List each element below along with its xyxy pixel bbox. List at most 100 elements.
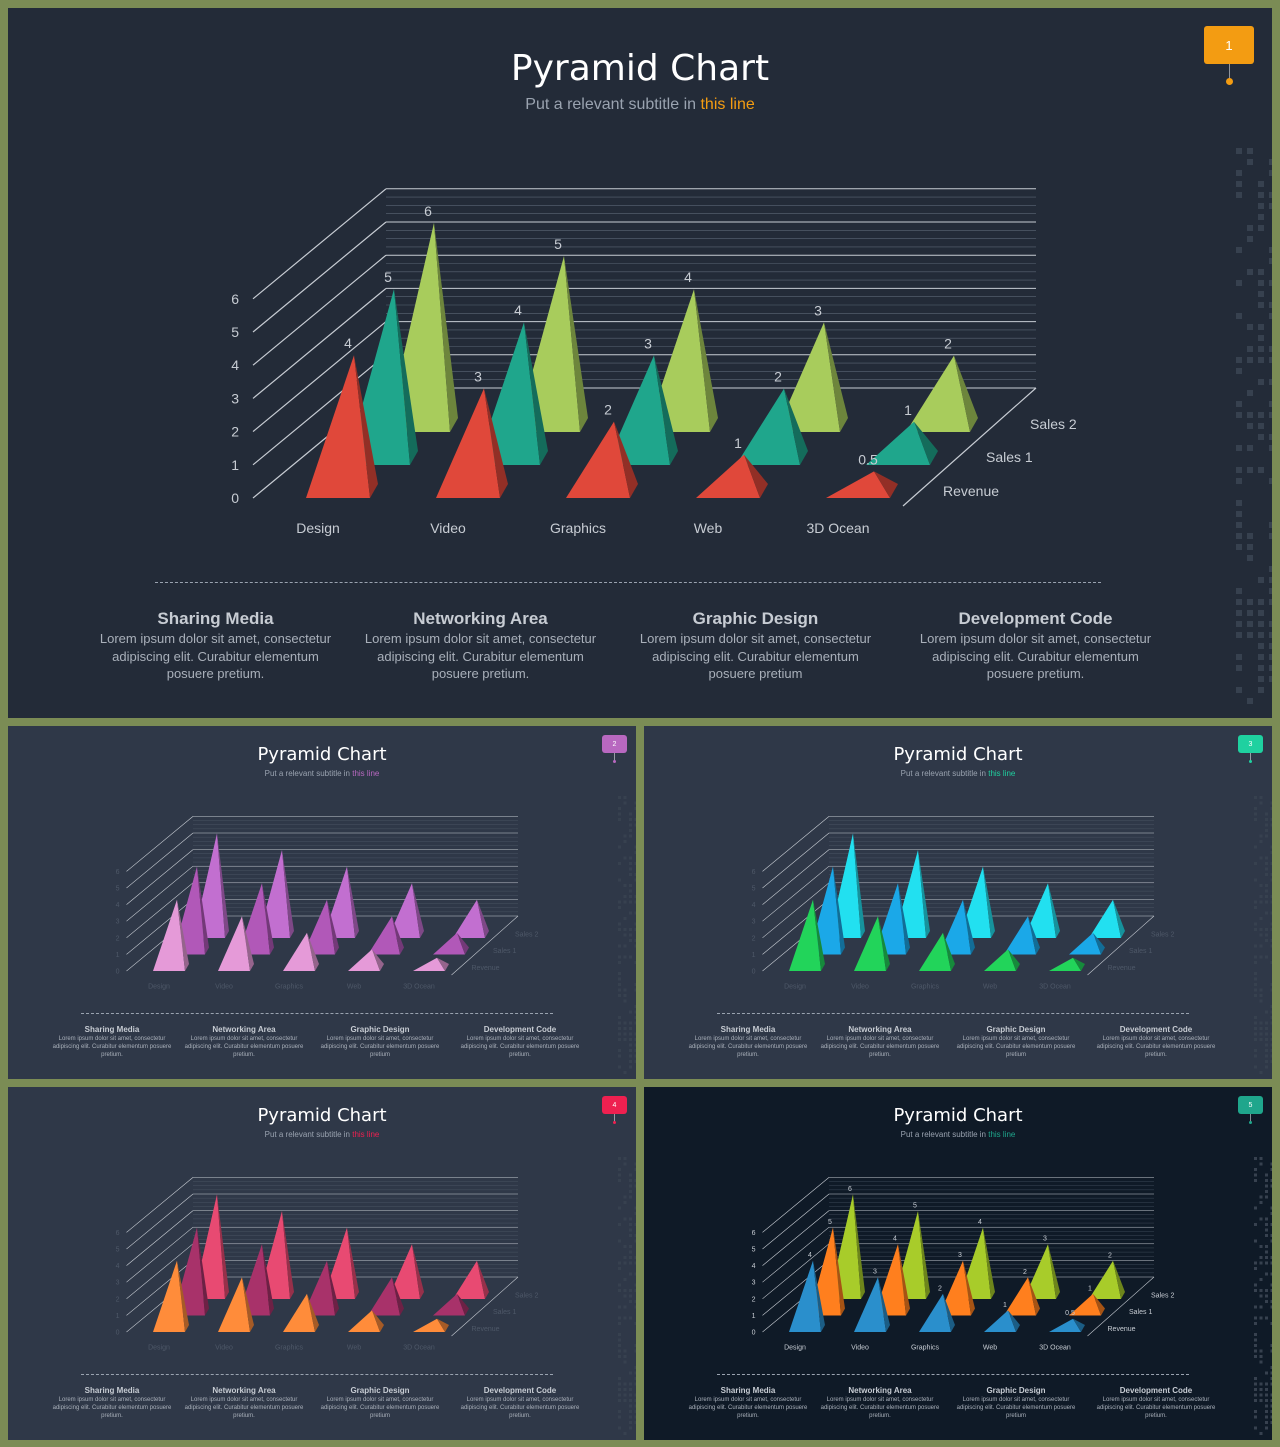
dot [1259,1245,1263,1248]
dot [634,988,636,992]
dot [1270,1410,1272,1413]
dot [1236,544,1242,550]
slide-2[interactable]: Pyramid Chart Put a relevant subtitle in… [8,726,636,1079]
pyramid-side [853,1194,865,1299]
pyramid-bar [939,1260,975,1316]
dot [1265,933,1268,937]
dot [618,1410,621,1413]
pyramid-chart: 0 1 2 3 4 5 6 Design Video Graphics Web 3D Ocean Rev… [752,816,1174,991]
dot [623,1021,627,1025]
decorative-dots [1254,796,1272,1074]
dot [1265,1410,1268,1413]
pyramid-bar [283,1293,319,1332]
dot [1258,610,1264,616]
data-label: 1 [1003,1302,1007,1309]
description-text: Lorem ipsum dolor sit amet, consectetur … [320,1397,440,1419]
pyramid-bar [826,471,898,498]
x-tick-label: Video [851,984,869,991]
chart-grid [762,1177,1155,1337]
pyramid-bar [413,1318,449,1332]
dot [1269,522,1272,528]
dot [623,1388,627,1391]
pyramid-side [1028,916,1040,955]
dot [634,1184,636,1188]
dot [1258,225,1264,231]
slide-5[interactable]: Pyramid Chart Put a relevant subtitle in… [644,1087,1272,1440]
dot [634,1256,636,1259]
dot [1254,1388,1257,1391]
dot [629,1289,632,1292]
gridline [762,1243,830,1300]
series-label: Sales 1 [986,449,1033,465]
pyramid-bar [789,899,825,971]
dot [1265,928,1268,931]
badge-connector [614,1114,615,1122]
dot [623,999,627,1003]
dot [1269,643,1272,649]
pyramid-bar [1049,1318,1085,1332]
pyramid-bar [303,1260,339,1316]
dot [1265,900,1268,904]
decorative-dots [618,796,636,1074]
dot [1270,1162,1272,1166]
dot [1265,1065,1268,1069]
dot [629,867,632,871]
dot [1258,181,1264,187]
y-tick-label: 3 [752,919,756,926]
dot [1270,1421,1272,1424]
dot [623,1256,627,1259]
description-title: Sharing Media [84,1025,140,1034]
slide-3[interactable]: Pyramid Chart Put a relevant subtitle in… [644,726,1272,1079]
data-label: 5 [828,1219,832,1226]
slide-4[interactable]: Pyramid Chart Put a relevant subtitle in… [8,1087,636,1440]
floor-edge [451,915,519,976]
dot [634,1305,636,1309]
dot [1270,801,1272,805]
dot [1236,280,1242,286]
pyramid-side [983,866,995,938]
description-column: Sharing Media Lorem ipsum dolor sit amet… [88,608,343,683]
pyramid-face [368,916,400,955]
dot [618,977,621,981]
dot [634,1168,636,1171]
dot [629,1223,632,1226]
badge-connector [1229,64,1230,80]
dot [618,796,621,799]
slide-1[interactable]: Pyramid Chart Put a relevant subtitle in… [8,8,1272,718]
dot [1265,1256,1268,1259]
data-label: 2 [774,369,782,385]
dot [1254,1168,1257,1171]
dot [1258,203,1264,209]
pyramid-side [1113,1260,1125,1299]
dot [1254,900,1257,904]
dot [1254,1021,1257,1025]
dot [634,939,636,942]
dot [1236,687,1242,693]
dot [1247,269,1253,275]
dot [1247,236,1253,242]
dot [623,801,627,805]
dot [1270,1371,1272,1375]
dot [1254,1206,1257,1210]
dot [1258,676,1264,682]
dot [1254,818,1257,821]
data-label: 2 [1023,1269,1027,1276]
pyramid-face [919,1293,951,1332]
pyramid-face [303,1260,335,1316]
pyramid-face [436,388,500,498]
dot [1236,522,1242,528]
pyramid-side [177,1260,189,1332]
dot [618,994,621,997]
dot [1254,961,1257,964]
pyramid-bar [736,388,808,465]
dot [1265,1272,1268,1276]
pyramid-face [606,355,670,465]
slide-title: Pyramid Chart [893,1105,1023,1126]
dot [1269,401,1272,407]
pyramid-face [789,899,821,971]
x-tick-label: Web [347,1345,361,1352]
pyramid-bar [1004,1277,1040,1316]
series-label: Sales 2 [1151,932,1174,939]
dot [1236,511,1242,517]
dot [1254,1283,1257,1287]
